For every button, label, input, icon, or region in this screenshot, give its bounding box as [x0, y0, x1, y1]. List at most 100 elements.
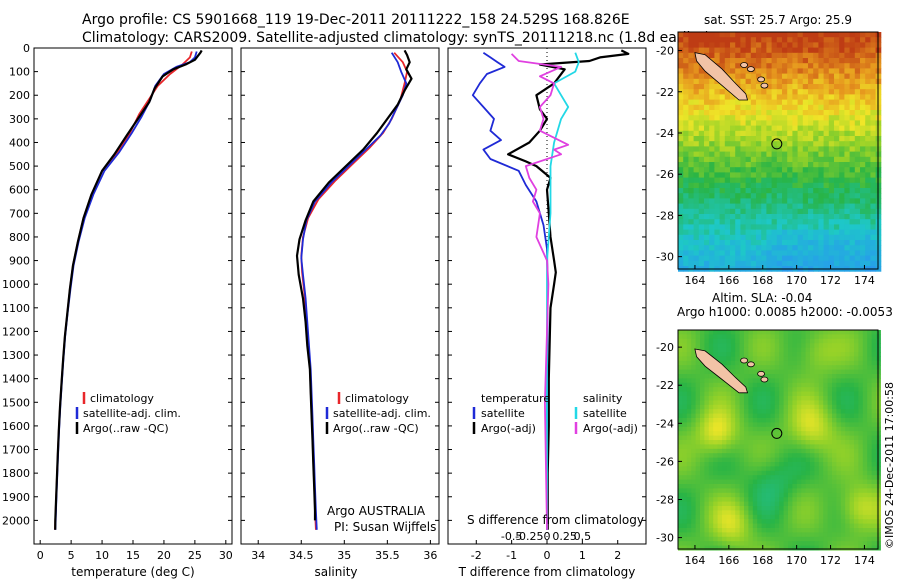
map-cell: [828, 73, 835, 80]
map-cell: [802, 125, 809, 132]
map-cell: [783, 382, 789, 388]
map-cell: [840, 444, 846, 450]
map-cell: [823, 234, 830, 241]
map-cell: [770, 440, 776, 445]
map-cell: [818, 382, 824, 388]
map-x-tick-label: 164: [684, 554, 705, 567]
map-cell: [776, 193, 783, 199]
map-cell: [787, 89, 793, 95]
map-cell: [796, 528, 802, 533]
map-cell: [757, 479, 763, 485]
map-cell: [761, 506, 767, 511]
map-cell: [735, 519, 741, 525]
map-cell: [865, 94, 871, 101]
map-cell: [782, 177, 788, 184]
map-cell: [792, 115, 799, 121]
map-cell: [858, 382, 864, 388]
map-cell: [722, 510, 727, 516]
map-cell: [713, 523, 719, 529]
map-cell: [678, 431, 683, 437]
map-cell: [845, 343, 851, 349]
map-cell: [801, 523, 807, 529]
map-cell: [708, 532, 714, 538]
map-cell: [867, 479, 873, 485]
map-cell: [704, 409, 710, 415]
map-cell: [814, 382, 820, 388]
map-cell: [714, 188, 721, 194]
map-cell: [845, 396, 851, 401]
map-cell: [796, 334, 802, 340]
map-cell: [744, 440, 749, 445]
map-cell: [839, 182, 845, 189]
map-cell: [761, 234, 767, 241]
map-cell: [792, 413, 798, 419]
map-cell: [766, 457, 771, 463]
map-cell: [693, 208, 700, 215]
map-cell: [810, 334, 815, 340]
map-cell: [752, 431, 758, 437]
map-cell: [823, 198, 830, 205]
map-cell: [683, 255, 689, 262]
map-cell: [818, 99, 825, 106]
map-cell: [849, 229, 856, 236]
map-cell: [757, 413, 763, 419]
map-cell: [808, 120, 814, 127]
map-cell: [722, 404, 727, 410]
map-cell: [766, 255, 773, 262]
map-cell: [810, 501, 815, 507]
map-cell: [854, 125, 861, 132]
map-cell: [761, 422, 767, 428]
map-cell: [827, 352, 833, 357]
map-cell: [766, 426, 771, 432]
map-cell: [761, 203, 767, 210]
map-cell: [756, 42, 762, 49]
map-cell: [771, 32, 778, 38]
map-cell: [683, 193, 689, 199]
map-cell: [739, 514, 745, 520]
map-cell: [752, 462, 758, 467]
map-cell: [860, 115, 866, 121]
map-cell: [839, 198, 845, 205]
map-frame: [677, 31, 879, 270]
map-cell: [719, 240, 726, 246]
map-cell: [818, 224, 825, 231]
map-cell: [797, 182, 804, 189]
map-cell: [818, 250, 825, 257]
map-cell: [813, 250, 819, 257]
map-cell: [834, 104, 840, 111]
map-cell: [870, 120, 877, 127]
map-cell: [698, 68, 705, 75]
map-cell: [814, 466, 820, 472]
map-cell: [813, 68, 819, 75]
map-cell: [682, 409, 688, 415]
map-cell: [691, 413, 697, 419]
map-cell: [870, 177, 877, 184]
legend-satellite: satellite-adj. clim.: [83, 407, 181, 420]
map-cell: [748, 466, 754, 472]
map-cell: [840, 453, 846, 459]
map-cell: [717, 492, 723, 498]
map-cell: [761, 182, 767, 189]
map-cell: [691, 479, 697, 485]
map-cell: [695, 545, 701, 551]
map-cell: [796, 453, 802, 459]
map-cell: [814, 391, 820, 397]
map-cell: [757, 488, 763, 494]
map-cell: [792, 84, 799, 90]
map-cell: [695, 514, 701, 520]
map-cell: [871, 369, 877, 375]
map-cell: [726, 497, 732, 503]
map-cell: [683, 245, 689, 251]
map-cell: [854, 151, 861, 158]
map-cell: [691, 501, 697, 507]
map-cell: [686, 365, 692, 371]
map-cell: [770, 475, 776, 481]
map-cell: [757, 532, 763, 538]
map-cell: [792, 352, 798, 357]
map-cell: [714, 151, 721, 158]
map-cell: [748, 497, 754, 503]
map-cell: [745, 136, 752, 142]
map-cell: [693, 42, 700, 49]
map-cell: [695, 462, 701, 467]
map-cell: [860, 172, 866, 179]
